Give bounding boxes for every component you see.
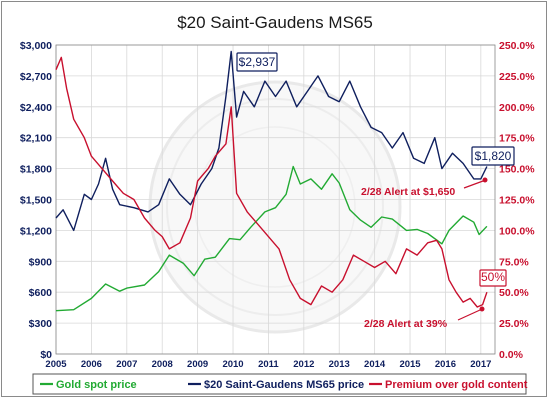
y-right-tick-label: 50.0%	[499, 287, 529, 299]
chart-frame: $20 Saint-Gaudens MS65 $0 $300 $600 $900 $1,…	[1, 1, 547, 397]
y-left-tick-label: $900	[29, 256, 53, 268]
series-line-1	[55, 50, 488, 232]
x-tick-label: 2012	[293, 359, 314, 370]
peak-price-label: $2,937	[239, 55, 276, 69]
coin-watermark-icon	[148, 80, 402, 334]
y-left-tick-label: $300	[29, 318, 53, 330]
y-right-tick-label: 0.0%	[499, 349, 524, 361]
series-line-2	[55, 56, 488, 308]
y-left-tick-label: $0	[40, 349, 52, 361]
x-axis: 2005 2006 2007 2008 2009 2010 2011 2012 2013 2014…	[45, 359, 491, 370]
premium-alert-arrow	[457, 309, 481, 321]
y-left-tick-label: $1,200	[20, 225, 52, 237]
x-tick-label: 2009	[187, 359, 208, 370]
x-tick-label: 2007	[116, 359, 137, 370]
chart: $20 Saint-Gaudens MS65 $0 $300 $600 $900 $1,…	[20, 13, 535, 395]
x-tick-label: 2013	[329, 359, 350, 370]
y-right-tick-label: 25.0%	[499, 318, 529, 330]
x-tick-label: 2015	[399, 359, 421, 370]
legend-item-label: $20 Saint-Gaudens MS65 price	[204, 379, 364, 391]
y-right-tick-label: 125.0%	[499, 195, 535, 207]
series-lines	[55, 50, 488, 312]
y-left-tick-label: $2,700	[20, 71, 52, 83]
latest-premium-label: 50%	[481, 270, 505, 284]
x-tick-label: 2010	[222, 359, 243, 370]
y-left-tick-label: $3,000	[20, 40, 52, 52]
plot-border	[55, 44, 496, 355]
latest-price-label: $1,820	[475, 149, 512, 163]
legend-box	[32, 373, 527, 395]
right-axis: 0.0% 25.0% 50.0% 75.0% 100.0% 125.0% 150.0% 175…	[499, 40, 535, 361]
x-tick-label: 2008	[152, 359, 173, 370]
series-line-0	[55, 165, 488, 312]
chart-title: $20 Saint-Gaudens MS65	[177, 13, 373, 32]
y-right-tick-label: 200.0%	[499, 102, 535, 114]
price-alert-marker	[482, 177, 488, 183]
y-left-tick-label: $2,400	[20, 102, 52, 114]
premium-alert-marker	[479, 306, 485, 312]
y-left-tick-label: $600	[29, 287, 53, 299]
left-axis: $0 $300 $600 $900 $1,200 $1,500 $1,800 $2,100 $2…	[20, 40, 52, 361]
annotations: $2,937 $1,820 50% 2/28 Alert at $1,650 2/28 …	[236, 52, 515, 330]
y-right-tick-label: 100.0%	[499, 225, 535, 237]
y-right-tick-label: 150.0%	[499, 164, 535, 176]
legend-item-label: Gold spot price	[56, 379, 137, 391]
x-tick-label: 2016	[435, 359, 456, 370]
y-left-tick-label: $2,100	[20, 133, 52, 145]
y-right-tick-label: 75.0%	[499, 256, 529, 268]
x-tick-label: 2017	[470, 359, 491, 370]
gridlines	[55, 44, 496, 355]
price-alert-label: 2/28 Alert at $1,650	[361, 186, 455, 198]
x-tick-label: 2014	[364, 359, 386, 370]
x-tick-label: 2011	[258, 359, 279, 370]
y-right-tick-label: 250.0%	[499, 40, 535, 52]
legend-item-label: Premium over gold content	[385, 379, 528, 391]
latest-premium-label-box	[479, 269, 507, 287]
y-left-tick-label: $1,800	[20, 164, 52, 176]
y-right-tick-label: 225.0%	[499, 71, 535, 83]
y-right-tick-label: 175.0%	[499, 133, 535, 145]
x-tick-label: 2005	[45, 359, 67, 370]
premium-alert-label: 2/28 Alert at 39%	[364, 318, 448, 330]
y-left-tick-label: $1,500	[20, 195, 52, 207]
price-alert-arrow	[463, 180, 484, 189]
latest-price-label-box	[471, 146, 515, 166]
x-tick-label: 2006	[81, 359, 102, 370]
legend: Gold spot price $20 Saint-Gaudens MS65 pr…	[32, 373, 528, 395]
peak-price-label-box	[236, 52, 278, 72]
